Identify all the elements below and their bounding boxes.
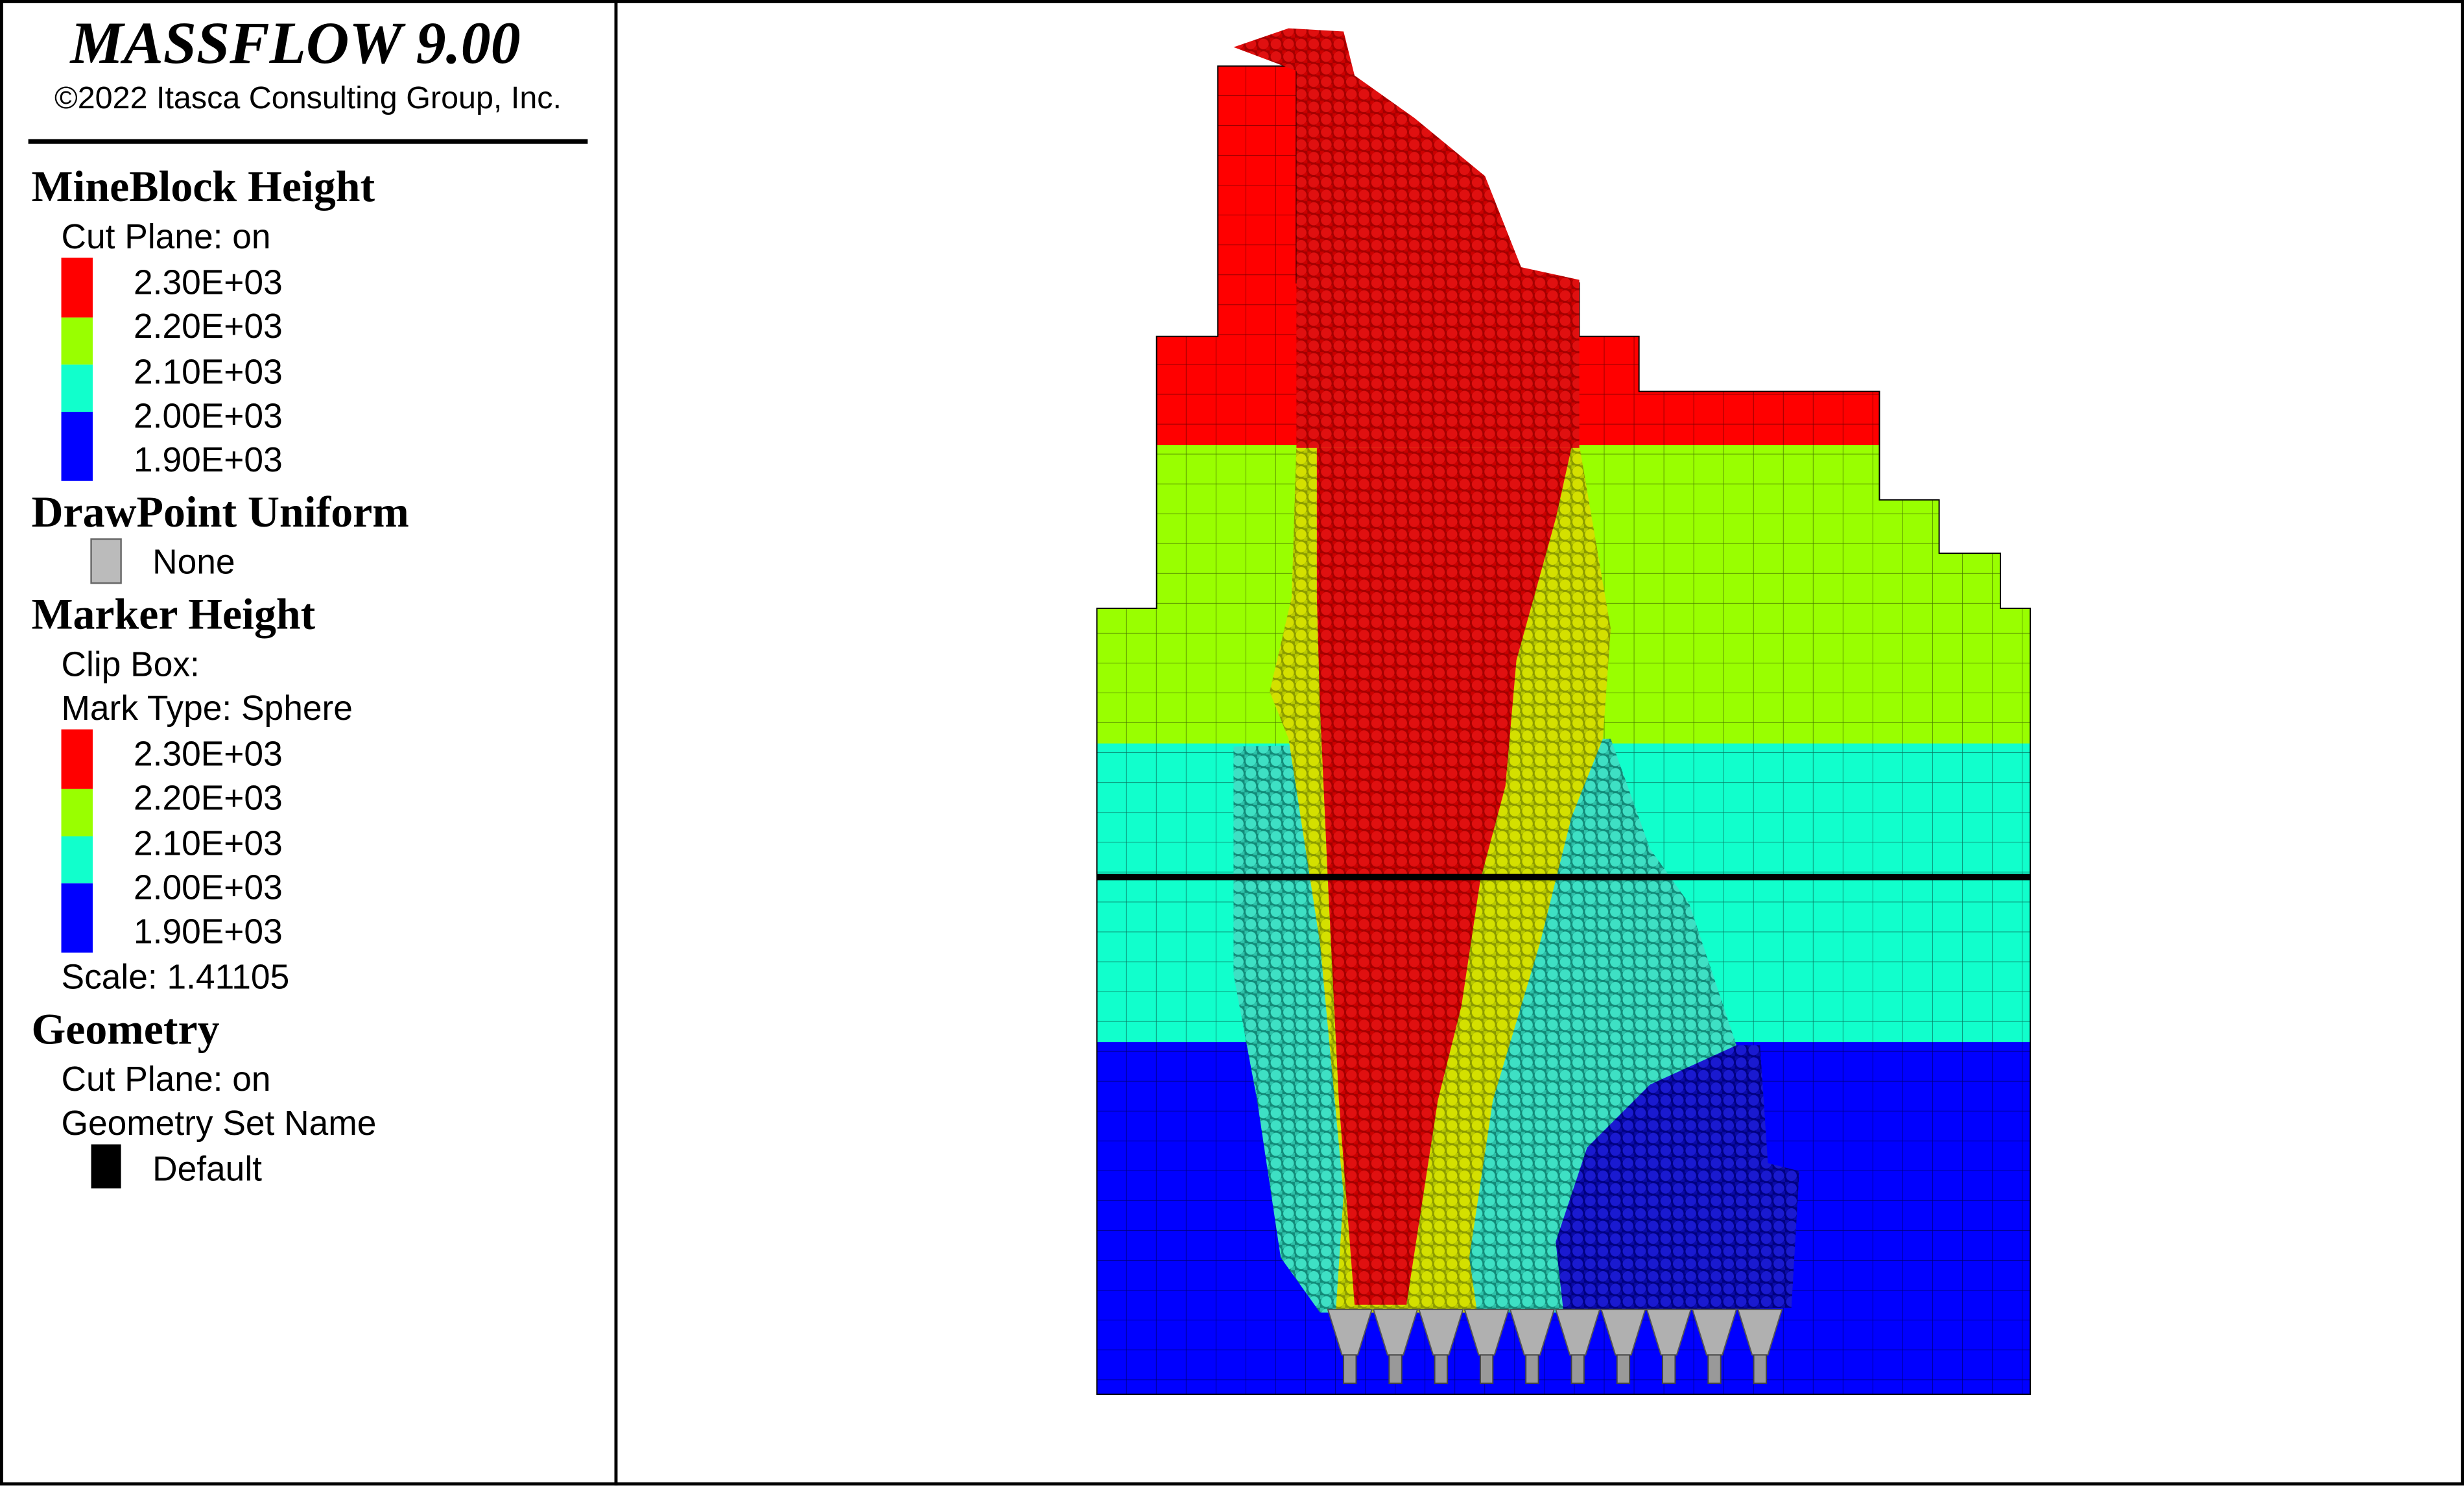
scale-label: 1.90E+03 <box>134 441 283 479</box>
scale-label: 2.30E+03 <box>134 263 283 302</box>
section-heading: MineBlock Height <box>31 162 375 211</box>
drawpoint-shaft <box>1525 1354 1539 1384</box>
drawpoint <box>1327 1309 1373 1356</box>
section-heading: Marker Height <box>31 590 315 639</box>
drawpoint <box>1600 1309 1646 1356</box>
copyright: ©2022 Itasca Consulting Group, Inc. <box>54 80 562 115</box>
legend-line: Mark Type: Sphere <box>62 689 353 728</box>
legend-panel <box>0 0 618 1486</box>
drawpoint-shaft <box>1662 1354 1676 1384</box>
section-heading: Geometry <box>31 1005 219 1053</box>
drawpoint-shaft <box>1616 1354 1631 1384</box>
drawpoint-shaft <box>1570 1354 1585 1384</box>
scale-label: 1.90E+03 <box>134 912 283 951</box>
legend-line: Scale: 1.41105 <box>62 958 290 997</box>
drawpoint-shaft <box>1343 1354 1357 1384</box>
color-bar <box>61 729 93 953</box>
drawpoint <box>1418 1309 1464 1356</box>
drawpoint-shaft <box>1707 1354 1722 1384</box>
legend-line: Default <box>152 1150 262 1188</box>
swatch <box>90 538 122 584</box>
section-heading: DrawPoint Uniform <box>31 488 409 536</box>
legend-line: Geometry Set Name <box>62 1104 377 1143</box>
scale-label: 2.00E+03 <box>134 868 283 907</box>
scale-label: 2.00E+03 <box>134 397 283 435</box>
scale-label: 2.20E+03 <box>134 307 283 346</box>
drawpoint <box>1737 1309 1783 1356</box>
drawpoint-shaft <box>1434 1354 1448 1384</box>
legend-line: None <box>152 543 235 582</box>
drawpoint <box>1463 1309 1510 1356</box>
drawpoint <box>1554 1309 1601 1356</box>
scale-label: 2.10E+03 <box>134 825 283 863</box>
app-title: MASSFLOW 9.00 <box>69 10 521 76</box>
drawpoint-shaft <box>1388 1354 1403 1384</box>
drawpoint <box>1691 1309 1738 1356</box>
scale-label: 2.20E+03 <box>134 779 283 817</box>
legend-line: Cut Plane: on <box>62 218 271 256</box>
drawpoints <box>1327 1309 1783 1384</box>
swatch <box>91 1144 121 1189</box>
drawpoint <box>1372 1309 1419 1356</box>
drawpoint <box>1646 1309 1692 1356</box>
drawpoint-shaft <box>1479 1354 1494 1384</box>
legend-line: Cut Plane: on <box>62 1060 271 1099</box>
drawpoint <box>1509 1309 1556 1356</box>
color-bar <box>61 257 93 481</box>
legend-line: Clip Box: <box>62 645 200 684</box>
drawpoint-shaft <box>1753 1354 1767 1384</box>
scale-label: 2.30E+03 <box>134 735 283 773</box>
scale-label: 2.10E+03 <box>134 353 283 391</box>
